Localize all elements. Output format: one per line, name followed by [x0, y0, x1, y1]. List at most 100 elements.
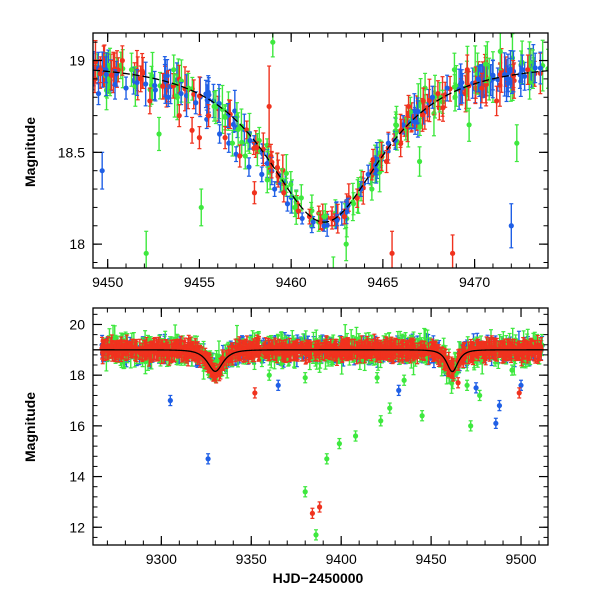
top-point-blue [365, 164, 371, 185]
bottom-data-points [99, 324, 545, 541]
bottom-point-red [129, 338, 135, 355]
top-y-axis-label: Magnitude [22, 117, 38, 187]
bot-x-tick-label: 9500 [505, 551, 536, 567]
bot-x-tick-label: 9350 [236, 551, 267, 567]
bottom-outlier-blue [396, 384, 402, 397]
top-y-tick-label: 18 [69, 236, 85, 252]
bottom-point-red [286, 348, 292, 363]
top-plot-frame [92, 32, 549, 269]
top-point-red [525, 54, 531, 86]
top-point-green [264, 138, 270, 153]
top-y-tick-label: 19 [69, 53, 85, 69]
top-point-blue [415, 100, 421, 124]
top-point-blue [284, 195, 291, 212]
top-x-tick-label: 9465 [367, 274, 398, 290]
bottom-y-axis-label: Magnitude [22, 392, 38, 462]
top-model-curve [93, 69, 548, 223]
bottom-point-red [410, 339, 416, 355]
top-point-red [119, 45, 125, 76]
top-point-green [514, 124, 520, 163]
bottom-outlier-green [419, 410, 425, 422]
bottom-outlier-green [313, 529, 319, 541]
bottom-outlier-green [302, 372, 308, 384]
top-x-tick-label: 9470 [459, 274, 490, 290]
top-point-green [185, 72, 192, 104]
top-x-tick-label: 9460 [276, 274, 307, 290]
top-point-blue [123, 76, 129, 100]
top-point-red [383, 149, 390, 174]
top-point-green [350, 192, 357, 216]
top-y-tick-label: 18.5 [58, 144, 85, 160]
bottom-outlier-blue [493, 417, 499, 430]
top-axis-ticks: 9450 9455 9460 9465 9470 18 18.5 19 [58, 33, 549, 290]
bottom-outlier-blue [496, 399, 503, 412]
top-point-red [266, 65, 272, 148]
bottom-axis-ticks: 9300 9350 9400 9450 9500 12 14 16 18 20 [69, 308, 548, 567]
top-point-blue [152, 78, 158, 102]
top-point-red [405, 94, 412, 119]
top-point-blue [226, 133, 232, 153]
top-point-green [242, 142, 248, 170]
bot-x-tick-label: 9300 [146, 551, 177, 567]
bottom-point-red [502, 338, 508, 356]
top-point-red [295, 203, 302, 220]
top-point-green [235, 112, 241, 147]
bottom-x-axis-label: HJD−2450000 [273, 570, 364, 586]
bottom-point-red [303, 342, 309, 364]
bottom-outlier-green [378, 415, 384, 427]
bottom-outlier-red [309, 507, 316, 519]
top-point-blue [99, 151, 105, 190]
top-point-blue [459, 69, 465, 97]
top-point-blue [444, 74, 450, 102]
bottom-point-red [489, 335, 495, 360]
bottom-outlier-green [324, 453, 330, 465]
top-point-red [420, 87, 426, 115]
bottom-outlier-blue [167, 394, 173, 407]
top-point-red [435, 80, 441, 108]
bottom-outlier-green [464, 379, 470, 391]
bottom-outlier-green [302, 486, 308, 498]
bottom-panel: 9300 9350 9400 9450 9500 12 14 16 18 20 Magnitude… [22, 307, 549, 586]
bot-x-tick-label: 9450 [416, 551, 447, 567]
bot-y-tick-label: 16 [69, 418, 85, 434]
top-point-blue [165, 87, 171, 108]
top-point-green [417, 117, 423, 137]
top-point-red [449, 234, 456, 268]
top-point-red [176, 104, 182, 128]
top-x-tick-label: 9450 [92, 274, 123, 290]
top-point-blue [505, 65, 511, 93]
bottom-outlier-blue [205, 453, 211, 465]
top-point-blue [259, 166, 265, 183]
top-point-red [464, 54, 470, 86]
top-point-blue [475, 65, 481, 93]
top-point-blue [272, 181, 278, 197]
bottom-outlier-green [401, 374, 407, 386]
top-point-blue [299, 212, 305, 225]
bottom-point-red [507, 346, 513, 358]
bottom-point-red [109, 341, 115, 362]
bottom-point-red [186, 334, 192, 357]
top-data-points [93, 33, 548, 268]
top-point-blue [216, 124, 223, 144]
bottom-outlier-blue [473, 382, 479, 394]
bottom-outlier-green [468, 420, 474, 432]
top-point-red [404, 110, 411, 143]
top-point-blue [193, 91, 199, 115]
top-point-green [128, 52, 135, 87]
top-point-red [479, 72, 485, 104]
top-point-blue [162, 56, 168, 96]
top-point-green [198, 188, 204, 227]
top-point-red [138, 65, 144, 93]
top-point-blue [216, 83, 222, 124]
bottom-outlier-green [266, 369, 272, 381]
bottom-outlier-red [252, 387, 258, 399]
top-point-red [398, 118, 404, 142]
top-point-blue [537, 51, 544, 85]
top-point-red [389, 230, 395, 268]
bottom-outlier-green [477, 389, 483, 402]
bottom-point-red [527, 339, 534, 352]
top-point-red [237, 144, 243, 168]
bottom-point-red [263, 345, 269, 360]
bottom-point-red [523, 340, 529, 354]
